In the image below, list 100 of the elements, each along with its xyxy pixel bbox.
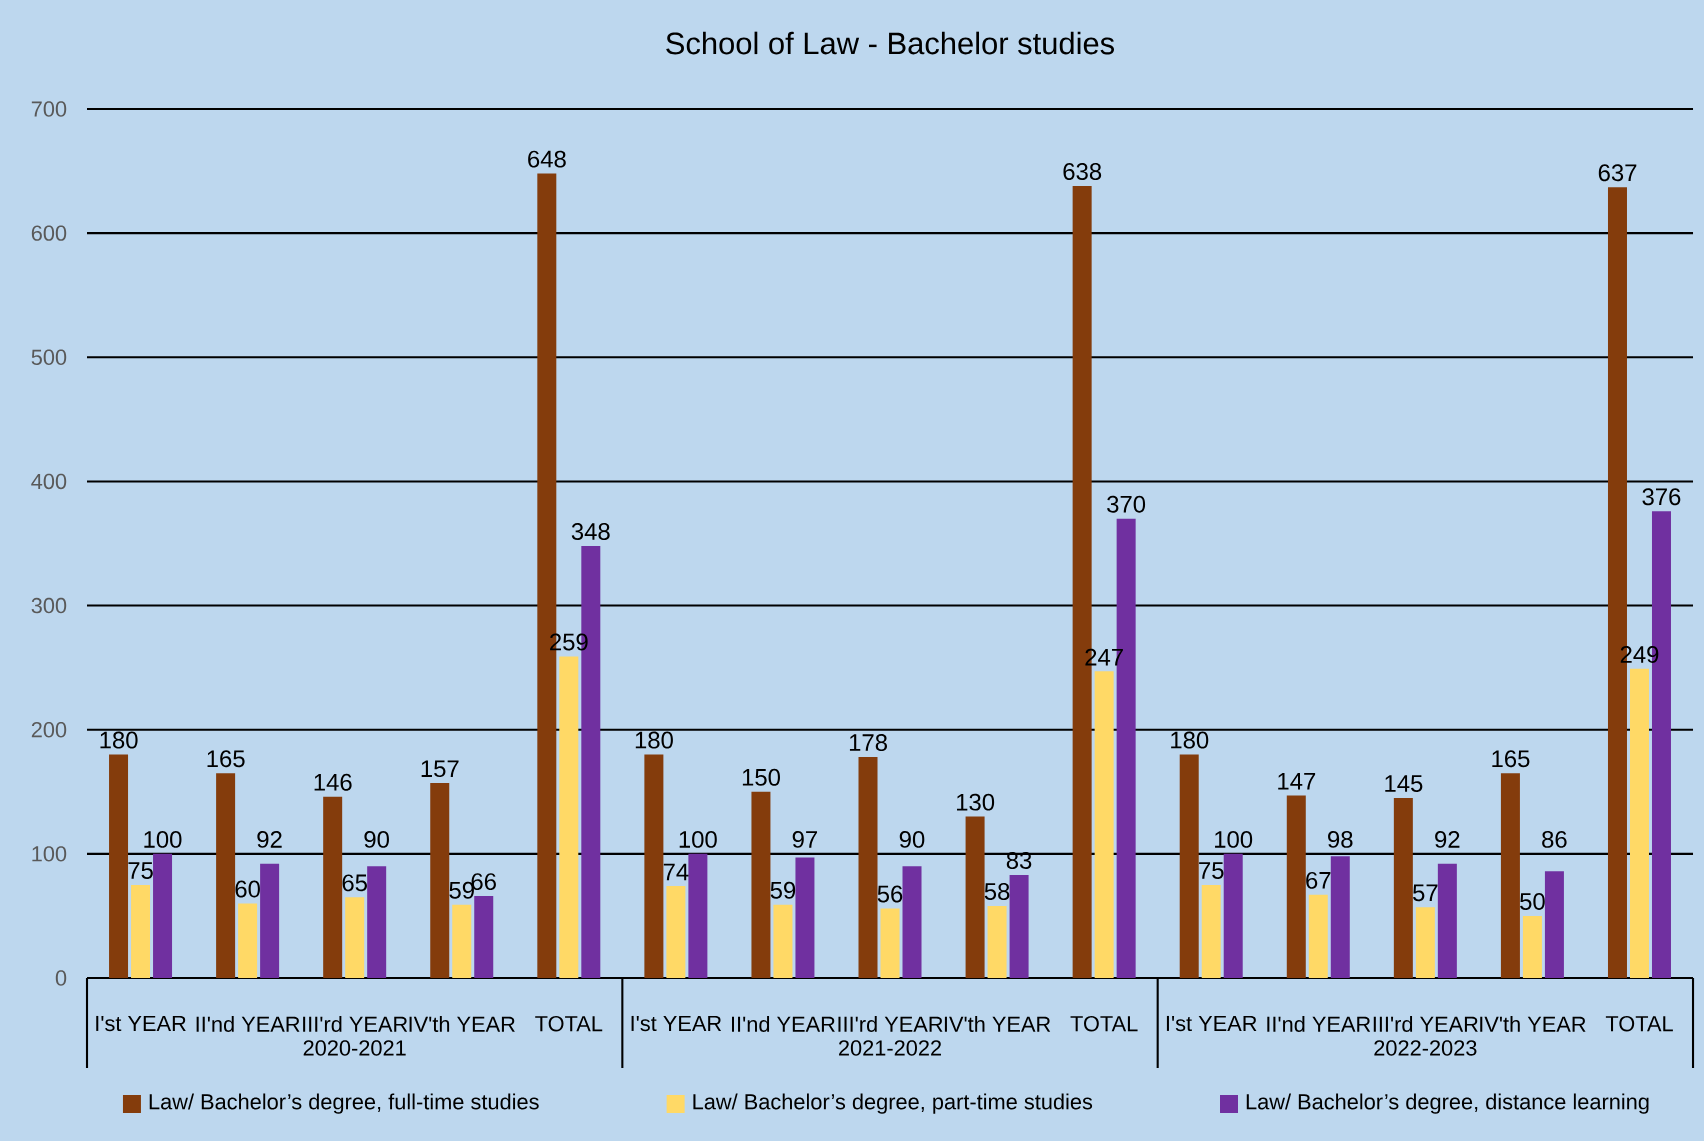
data-label: 65 bbox=[342, 874, 367, 892]
bar bbox=[795, 857, 815, 978]
data-label: 86 bbox=[1542, 830, 1567, 848]
bar bbox=[1179, 754, 1199, 978]
bar bbox=[153, 853, 173, 978]
legend-label: Law/ Bachelor’s degree, distance learning bbox=[1246, 1093, 1649, 1114]
data-label: 74 bbox=[663, 863, 689, 881]
data-label: 58 bbox=[984, 883, 1010, 900]
data-label: 75 bbox=[1199, 862, 1224, 879]
bar bbox=[1415, 907, 1435, 978]
bar bbox=[1223, 853, 1243, 978]
bar bbox=[644, 754, 664, 978]
bar bbox=[216, 773, 236, 978]
data-label: 100 bbox=[679, 830, 717, 848]
x-tick-label: IV'th YEAR bbox=[409, 1015, 515, 1032]
bar bbox=[1522, 915, 1542, 978]
data-label: 100 bbox=[144, 830, 182, 848]
text: 2021-2022 bbox=[839, 1040, 941, 1056]
x-tick-label: II'nd YEAR bbox=[196, 1015, 300, 1032]
data-label: 50 bbox=[1520, 893, 1545, 910]
data-label: 67 bbox=[1306, 871, 1331, 889]
data-label: 56 bbox=[877, 885, 903, 903]
x-tick-label: III'rd YEAR bbox=[1373, 1015, 1478, 1032]
data-label: 75 bbox=[128, 862, 153, 879]
bar bbox=[260, 863, 280, 978]
bar bbox=[430, 783, 450, 978]
bar bbox=[773, 904, 793, 978]
data-label: 180 bbox=[1171, 731, 1209, 749]
data-label: 180 bbox=[635, 731, 673, 749]
data-label: 370 bbox=[1107, 495, 1146, 513]
bar bbox=[1500, 773, 1520, 978]
data-label: 100 bbox=[1215, 830, 1253, 848]
x-tick-label: IV'th YEAR bbox=[1480, 1015, 1586, 1032]
bar bbox=[367, 866, 387, 978]
x-tick-label: I'st YEAR bbox=[96, 1015, 186, 1032]
data-label: 145 bbox=[1385, 775, 1423, 792]
data-label: 348 bbox=[571, 523, 610, 540]
bar bbox=[131, 884, 151, 978]
data-label: 97 bbox=[792, 830, 818, 848]
bar bbox=[1094, 671, 1114, 978]
data-label: 638 bbox=[1063, 163, 1102, 180]
bar bbox=[1544, 871, 1564, 978]
data-label: 92 bbox=[1435, 830, 1460, 848]
data-label: 60 bbox=[235, 880, 260, 898]
x-tick-label: II'nd YEAR bbox=[731, 1015, 835, 1032]
bar bbox=[559, 656, 579, 978]
bar bbox=[965, 816, 985, 978]
bar bbox=[880, 908, 900, 978]
data-label: 178 bbox=[849, 734, 887, 752]
legend-label: Law/ Bachelor’s degree, full-time studies bbox=[149, 1093, 539, 1114]
data-label: 165 bbox=[207, 750, 245, 768]
x-tick-label: II'nd YEAR bbox=[1267, 1015, 1371, 1032]
data-label: 98 bbox=[1328, 830, 1353, 848]
bar bbox=[858, 757, 878, 978]
data-label: 59 bbox=[770, 881, 796, 899]
bar bbox=[1009, 874, 1029, 978]
bar bbox=[688, 853, 708, 978]
x-tick-label: I'st YEAR bbox=[1166, 1015, 1257, 1032]
x-tick-label: TOTAL bbox=[1605, 1015, 1673, 1032]
bar bbox=[345, 897, 365, 978]
y-tick-label: 0 bbox=[55, 970, 67, 986]
data-label: 637 bbox=[1598, 164, 1637, 182]
bar bbox=[666, 886, 686, 978]
bar bbox=[323, 796, 343, 978]
y-tick-label: 200 bbox=[31, 721, 67, 738]
bar bbox=[1286, 795, 1306, 978]
bar bbox=[1330, 856, 1350, 978]
y-tick-label: 500 bbox=[31, 349, 67, 366]
bar bbox=[1629, 668, 1649, 978]
data-label: 130 bbox=[957, 793, 995, 811]
text: 2020-2021 bbox=[303, 1040, 406, 1056]
bar bbox=[1201, 884, 1221, 978]
y-tick-label: 400 bbox=[31, 473, 67, 490]
x-tick-label: TOTAL bbox=[1070, 1015, 1138, 1032]
bar bbox=[238, 903, 258, 978]
data-label: 376 bbox=[1642, 488, 1681, 506]
y-tick-label: 100 bbox=[32, 846, 67, 862]
data-label: 150 bbox=[742, 768, 780, 786]
x-tick-label: III'rd YEAR bbox=[838, 1015, 943, 1032]
data-label: 92 bbox=[257, 830, 282, 848]
data-label: 147 bbox=[1278, 773, 1316, 790]
x-tick-label: III'rd YEAR bbox=[303, 1015, 408, 1032]
x-tick-label: TOTAL bbox=[535, 1015, 603, 1032]
x-tick-label: I'st YEAR bbox=[631, 1015, 722, 1032]
data-label: 165 bbox=[1492, 750, 1530, 768]
data-label: 180 bbox=[100, 731, 138, 749]
y-tick-label: 600 bbox=[31, 225, 67, 241]
bar bbox=[1308, 894, 1328, 978]
bar bbox=[751, 791, 771, 978]
bar bbox=[452, 904, 472, 978]
data-label: 90 bbox=[364, 830, 389, 848]
bar bbox=[987, 905, 1007, 978]
data-label: 648 bbox=[528, 150, 566, 168]
y-tick-label: 700 bbox=[31, 101, 67, 117]
data-label: 157 bbox=[421, 760, 459, 778]
data-label: 146 bbox=[314, 773, 352, 791]
data-label: 90 bbox=[899, 830, 925, 848]
bar bbox=[1437, 863, 1457, 978]
y-tick-label: 300 bbox=[31, 597, 67, 614]
x-tick-label: IV'th YEAR bbox=[944, 1015, 1051, 1032]
